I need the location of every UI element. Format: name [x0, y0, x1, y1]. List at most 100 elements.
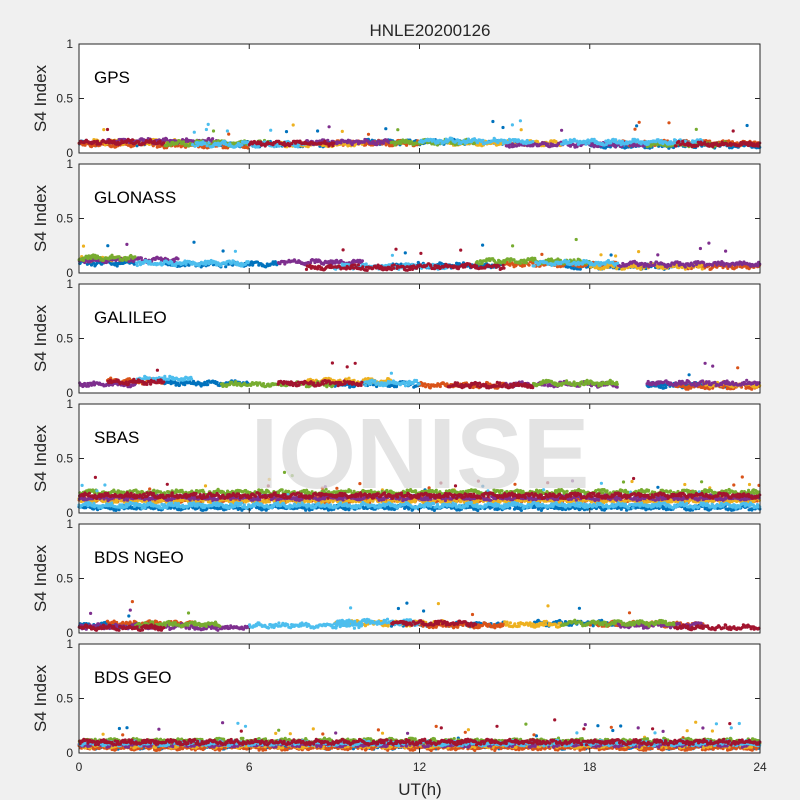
data-point: [639, 267, 643, 271]
data-point: [518, 261, 523, 265]
panel-title: GPS: [94, 68, 130, 87]
data-point: [519, 128, 523, 132]
data-point: [736, 366, 740, 370]
data-point: [102, 128, 106, 132]
data-point: [390, 253, 394, 257]
data-point: [360, 259, 364, 263]
data-point: [633, 127, 637, 131]
data-point: [432, 267, 437, 271]
data-point: [206, 383, 210, 387]
data-point: [162, 141, 166, 145]
data-point: [527, 263, 531, 267]
data-point: [221, 249, 225, 253]
data-point: [522, 264, 527, 268]
data-point: [384, 143, 388, 147]
data-point: [277, 144, 281, 148]
data-point: [756, 144, 760, 148]
data-point: [135, 144, 139, 148]
data-point: [596, 260, 600, 264]
data-point: [224, 265, 228, 269]
data-point: [649, 260, 653, 265]
data-point: [606, 265, 610, 269]
data-point: [375, 143, 379, 147]
data-point: [606, 138, 610, 142]
data-point: [284, 130, 289, 134]
data-point: [382, 141, 386, 145]
data-point: [332, 141, 336, 145]
data-point: [269, 128, 273, 132]
data-point: [524, 261, 528, 265]
data-point: [193, 144, 197, 148]
data-point: [392, 266, 396, 270]
data-point: [731, 129, 735, 133]
data-point: [560, 128, 564, 132]
data-point: [656, 253, 660, 257]
data-point: [691, 264, 696, 268]
data-point: [532, 264, 536, 268]
data-point: [635, 124, 639, 128]
plot-area: [79, 44, 760, 153]
data-point: [233, 249, 237, 253]
data-point: [298, 139, 302, 143]
data-point: [501, 125, 505, 130]
data-point: [340, 129, 344, 133]
y-tick-label: 0.5: [56, 212, 73, 226]
data-point: [291, 123, 295, 127]
data-point: [384, 127, 388, 131]
data-point: [366, 132, 371, 136]
data-point: [599, 253, 603, 257]
data-point: [211, 137, 215, 141]
data-point: [698, 246, 703, 251]
plot-area: [79, 164, 760, 273]
data-point: [296, 145, 300, 149]
data-point: [518, 119, 523, 123]
data-point: [117, 255, 121, 259]
data-point: [158, 139, 162, 143]
data-point: [361, 265, 365, 269]
data-point: [106, 244, 110, 248]
data-point: [507, 145, 511, 149]
data-point: [304, 267, 309, 271]
data-point: [205, 144, 209, 148]
data-point: [531, 140, 535, 144]
y-tick-label: 1: [66, 157, 73, 171]
data-point: [347, 376, 351, 380]
data-point: [133, 255, 137, 259]
data-point: [478, 259, 482, 263]
data-point: [168, 143, 173, 147]
data-point: [392, 263, 396, 267]
data-point: [192, 130, 196, 134]
data-point: [481, 243, 485, 247]
data-point: [356, 263, 360, 267]
data-point: [677, 140, 681, 144]
data-point: [207, 141, 211, 145]
data-point: [584, 142, 588, 146]
data-point: [614, 145, 618, 149]
data-point: [683, 265, 687, 269]
data-point: [674, 144, 678, 148]
data-point: [341, 248, 345, 252]
data-point: [246, 260, 250, 264]
data-point: [139, 256, 143, 260]
data-point: [394, 247, 398, 251]
data-point: [637, 250, 641, 254]
data-point: [724, 249, 728, 253]
y-axis-label: S4 Index: [31, 184, 50, 252]
data-point: [81, 244, 86, 248]
data-point: [614, 138, 618, 142]
data-point: [574, 237, 578, 242]
data-point: [223, 140, 227, 144]
data-point: [700, 267, 704, 271]
data-point: [316, 129, 320, 133]
figure-title: HNLE20200126: [370, 21, 491, 40]
data-point: [481, 138, 485, 142]
data-point: [206, 122, 210, 126]
y-tick-label: 1: [66, 37, 73, 51]
data-point: [491, 119, 495, 124]
y-tick-label: 0.5: [56, 92, 73, 106]
data-point: [567, 259, 571, 263]
panel-title: GLONASS: [94, 188, 176, 207]
data-point: [405, 143, 409, 147]
